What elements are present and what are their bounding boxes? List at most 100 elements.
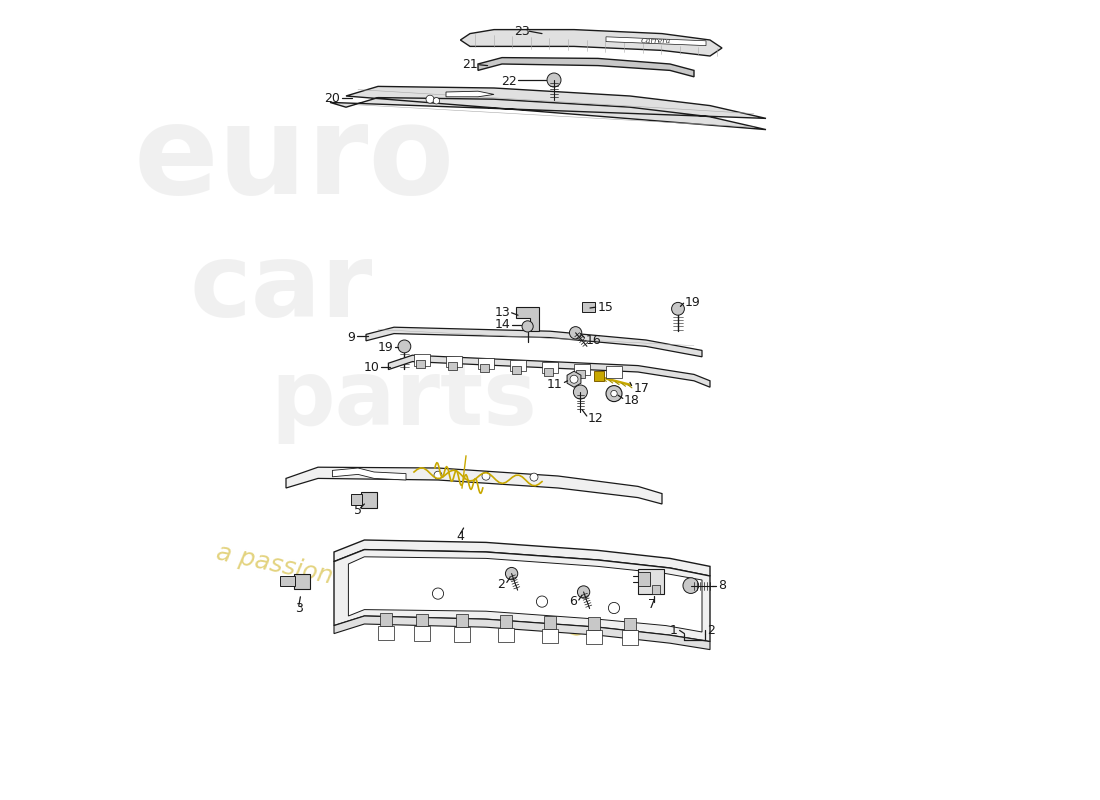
Text: car: car — [190, 238, 373, 338]
Text: 8: 8 — [718, 579, 726, 592]
Text: 16: 16 — [585, 334, 601, 346]
Circle shape — [547, 73, 561, 87]
Text: 19: 19 — [377, 341, 393, 354]
Circle shape — [433, 98, 440, 104]
Polygon shape — [414, 626, 430, 641]
Polygon shape — [366, 327, 702, 357]
Polygon shape — [332, 468, 406, 480]
Text: 3: 3 — [295, 602, 302, 614]
Bar — [582, 302, 595, 312]
Bar — [351, 494, 362, 505]
Polygon shape — [606, 37, 706, 46]
Circle shape — [683, 578, 698, 594]
Circle shape — [570, 326, 582, 339]
Bar — [542, 362, 558, 373]
Text: euro: euro — [134, 99, 455, 221]
Bar — [280, 576, 295, 586]
Polygon shape — [621, 630, 638, 645]
Polygon shape — [334, 616, 710, 650]
Circle shape — [432, 588, 443, 599]
Bar — [510, 360, 526, 371]
Polygon shape — [330, 86, 766, 130]
Circle shape — [578, 586, 590, 598]
Polygon shape — [286, 467, 662, 504]
Bar — [446, 356, 462, 367]
Text: 10: 10 — [364, 361, 380, 374]
Text: 7: 7 — [648, 598, 657, 611]
Bar — [574, 364, 590, 375]
Bar — [638, 572, 650, 586]
Circle shape — [530, 473, 538, 481]
Circle shape — [426, 95, 434, 103]
Text: 22: 22 — [500, 75, 516, 88]
Circle shape — [434, 471, 442, 479]
Text: 2: 2 — [497, 578, 505, 590]
Text: 4: 4 — [456, 530, 464, 542]
Circle shape — [610, 390, 617, 397]
Polygon shape — [446, 91, 494, 97]
Polygon shape — [478, 58, 694, 77]
Circle shape — [398, 340, 410, 353]
Polygon shape — [542, 629, 558, 643]
Bar — [480, 364, 490, 372]
Polygon shape — [416, 614, 428, 626]
Polygon shape — [349, 557, 702, 632]
Polygon shape — [516, 307, 539, 331]
Circle shape — [570, 375, 578, 383]
Circle shape — [482, 472, 490, 480]
Bar — [361, 492, 377, 508]
Polygon shape — [461, 30, 722, 56]
Bar — [512, 366, 521, 374]
Text: 20: 20 — [324, 92, 340, 105]
Bar — [606, 366, 621, 378]
Polygon shape — [543, 616, 557, 629]
Text: 14: 14 — [494, 318, 510, 331]
Text: 19: 19 — [684, 296, 700, 309]
Text: parts: parts — [270, 356, 537, 444]
Text: 23: 23 — [514, 25, 530, 38]
Polygon shape — [378, 626, 394, 640]
Text: a passion for parts since 1985: a passion for parts since 1985 — [214, 541, 588, 643]
Text: 15: 15 — [598, 301, 614, 314]
Circle shape — [672, 302, 684, 315]
Polygon shape — [388, 355, 710, 387]
Polygon shape — [586, 630, 602, 644]
Bar — [448, 362, 458, 370]
Polygon shape — [334, 540, 710, 576]
Polygon shape — [454, 627, 470, 642]
Polygon shape — [455, 614, 469, 627]
Bar — [294, 574, 310, 589]
Circle shape — [522, 321, 534, 332]
Circle shape — [505, 567, 518, 580]
Text: 21: 21 — [462, 58, 478, 71]
Polygon shape — [624, 618, 637, 630]
Bar — [414, 354, 430, 366]
Text: 2: 2 — [707, 624, 715, 637]
Text: 9: 9 — [348, 331, 355, 344]
Circle shape — [573, 385, 587, 399]
Polygon shape — [498, 628, 514, 642]
Bar — [478, 358, 494, 369]
Text: 6: 6 — [570, 595, 578, 608]
Text: 1: 1 — [670, 624, 678, 637]
Text: 17: 17 — [634, 382, 649, 394]
Bar — [651, 585, 660, 594]
Polygon shape — [568, 371, 581, 387]
Circle shape — [606, 386, 621, 402]
Polygon shape — [499, 615, 513, 628]
Circle shape — [537, 596, 548, 607]
Text: 5: 5 — [354, 504, 362, 517]
Text: 11: 11 — [547, 378, 563, 390]
Polygon shape — [587, 617, 601, 630]
Text: 13: 13 — [494, 306, 510, 319]
Bar — [638, 569, 663, 594]
Bar — [543, 368, 553, 376]
Bar — [416, 360, 426, 368]
Polygon shape — [334, 550, 710, 642]
Text: 12: 12 — [587, 412, 603, 425]
Text: 18: 18 — [624, 394, 639, 406]
Polygon shape — [379, 613, 393, 626]
Circle shape — [608, 602, 619, 614]
Bar — [575, 370, 585, 378]
Text: Carrera: Carrera — [640, 37, 671, 45]
